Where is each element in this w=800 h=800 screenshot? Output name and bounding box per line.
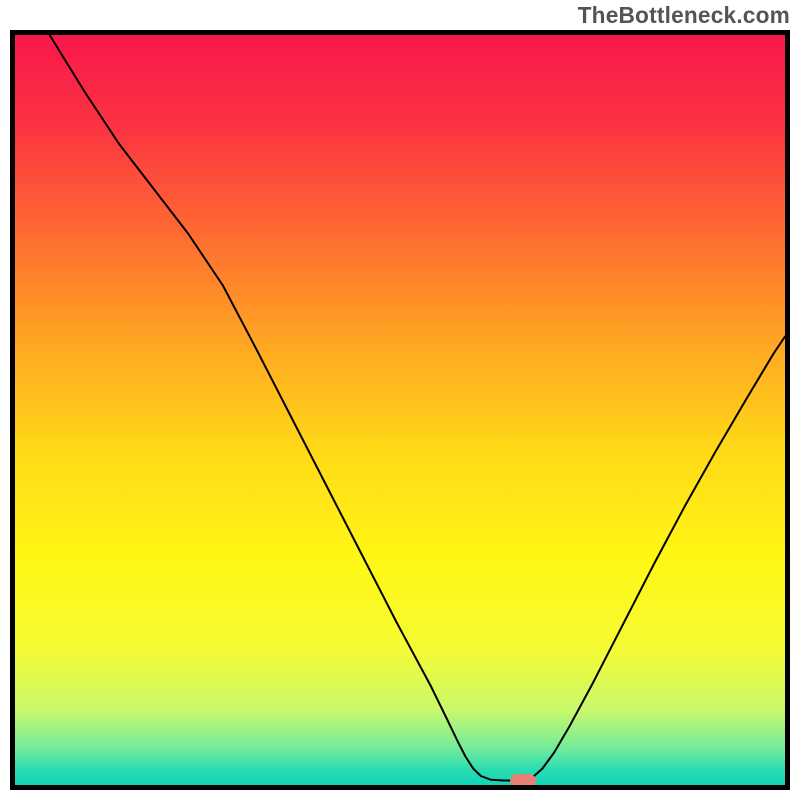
bottleneck-curve xyxy=(50,35,785,781)
watermark-text: TheBottleneck.com xyxy=(578,2,790,29)
bottleneck-marker xyxy=(510,774,536,788)
chart-curve-layer xyxy=(15,35,785,785)
chart-plot-area xyxy=(10,30,790,790)
